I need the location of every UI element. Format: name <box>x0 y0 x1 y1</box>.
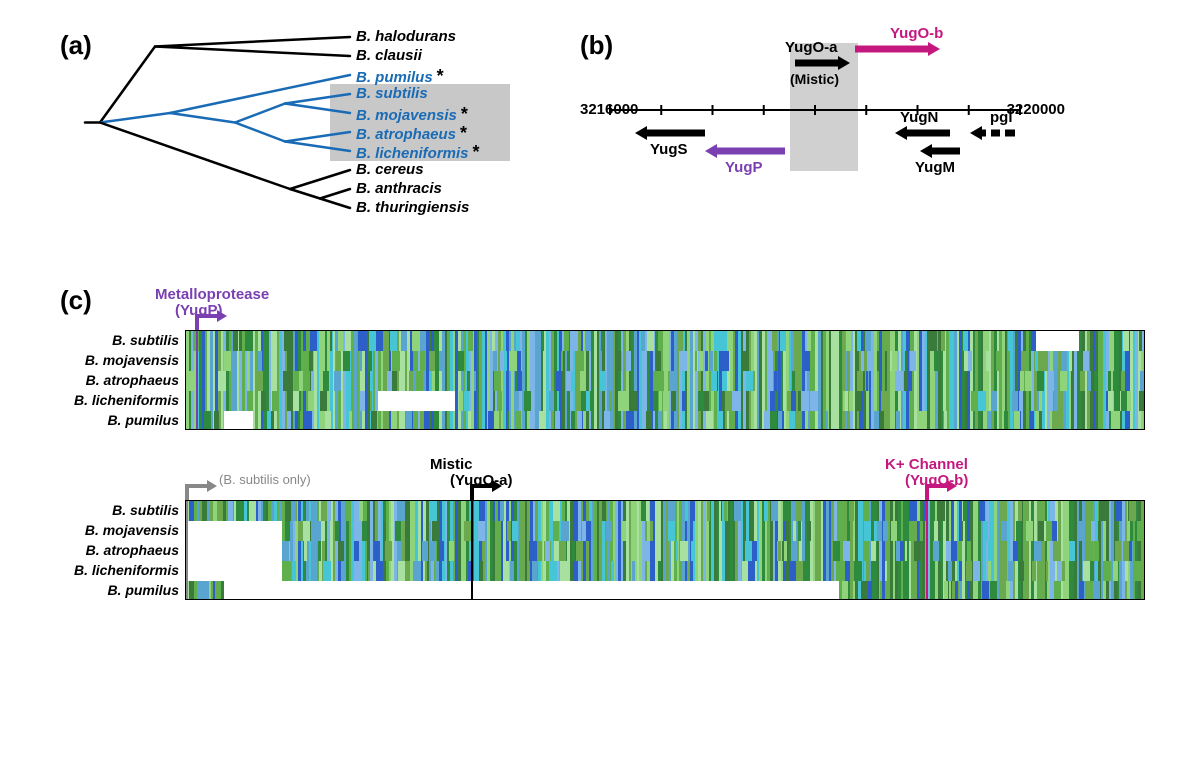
track-label: K+ Channel <box>885 456 968 473</box>
alignment-row-label: B. licheniformis <box>74 392 179 408</box>
gene-label: YugN <box>900 109 938 126</box>
track-sublabel: (YugO-b) <box>905 472 968 489</box>
alignment-row-label: B. mojavensis <box>85 522 179 538</box>
alignment-gap <box>186 541 282 561</box>
gene-sublabel: (Mistic) <box>790 71 839 87</box>
alignment-row-label: B. subtilis <box>112 332 179 348</box>
track-label: (B. subtilis only) <box>219 472 311 487</box>
gene-label: YugS <box>650 141 688 158</box>
species-label: B. mojavensis* <box>356 104 468 125</box>
panel-b: YugO-a(Mistic)YugO-bYugSYugPYugNYugMpgi … <box>580 25 1050 225</box>
alignment-gap <box>224 411 253 430</box>
species-label: B. cereus <box>356 161 424 178</box>
alignment-row-label: B. mojavensis <box>85 352 179 368</box>
alignment-gap <box>1036 331 1079 351</box>
species-label: B. atrophaeus* <box>356 123 467 144</box>
coord-left: 3216000 <box>580 101 638 118</box>
alignment-block <box>185 500 1145 600</box>
panel-c: B. subtilis B. mojavensis B. atrophaeus B. … <box>55 275 1155 725</box>
species-label: B. anthracis <box>356 180 442 197</box>
species-label: B. clausii <box>356 47 422 64</box>
alignment-gap <box>224 581 838 600</box>
coord-right: 3220000 <box>1007 101 1065 118</box>
track-label: Mistic <box>430 456 473 473</box>
alignment-gap <box>186 561 282 581</box>
species-label: B. subtilis <box>356 85 428 102</box>
gene-label: YugO-a <box>785 39 838 56</box>
track-sublabel: (YugP) <box>175 302 223 319</box>
gene-label: YugP <box>725 159 763 176</box>
species-label: B. halodurans <box>356 28 456 45</box>
species-label: B. thuringiensis <box>356 199 469 216</box>
track-label: Metalloprotease <box>155 286 269 303</box>
panel-a: B. halodurans B. clausii B. pumilus*B. sub… <box>60 25 540 235</box>
track-arrow-icon <box>183 478 223 508</box>
alignment-row-label: B. atrophaeus <box>86 372 179 388</box>
gene-label: YugO-b <box>890 25 943 42</box>
alignment-row-label: B. subtilis <box>112 502 179 518</box>
alignment-row-label: B. licheniformis <box>74 562 179 578</box>
alignment-row-label: B. atrophaeus <box>86 542 179 558</box>
alignment-row-label: B. pumilus <box>107 412 179 428</box>
alignment-gap <box>378 391 455 411</box>
alignment-row-label: B. pumilus <box>107 582 179 598</box>
species-label: B. pumilus* <box>356 66 444 87</box>
gene-label: YugM <box>915 159 955 176</box>
alignment-block <box>185 330 1145 430</box>
track-sublabel: (YugO-a) <box>450 472 513 489</box>
alignment-gap <box>186 521 282 541</box>
species-label: B. licheniformis* <box>356 142 480 163</box>
